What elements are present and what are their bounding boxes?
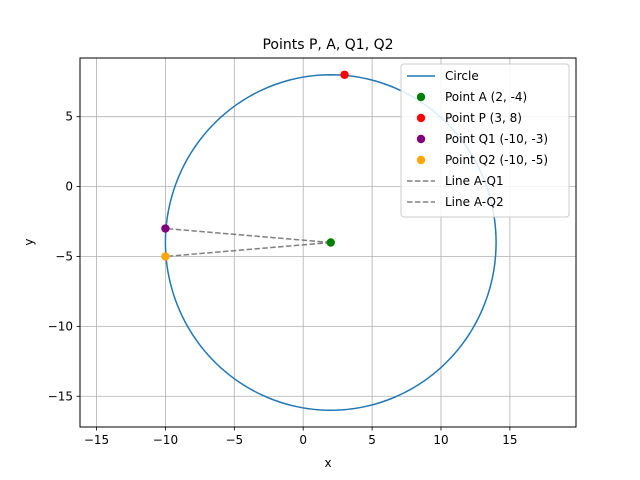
dashed-line-series — [165, 227, 331, 244]
y-tick-label: 5 — [65, 110, 73, 124]
x-tick-label: 5 — [368, 433, 376, 447]
x-tick-label: 15 — [502, 433, 517, 447]
legend-label: Line A-Q1 — [445, 174, 504, 188]
scatter-point — [161, 252, 170, 261]
x-tick-label: 10 — [433, 433, 448, 447]
axis-ticks: −15 −10 −5 0 5 10 15 −15 −10 −5 0 5 — [48, 110, 518, 447]
x-tick-label: −5 — [225, 433, 243, 447]
dashed-line-series — [165, 241, 331, 258]
legend-label: Point Q2 (-10, -5) — [445, 153, 548, 167]
x-axis-title: x — [324, 456, 331, 470]
legend-label: Point P (3, 8) — [445, 111, 522, 125]
y-tick-label: −5 — [55, 249, 73, 263]
x-tick-label: −15 — [84, 433, 109, 447]
scatter-point — [340, 70, 349, 79]
legend-marker-swatch — [416, 155, 426, 165]
y-tick-label: 0 — [65, 180, 73, 194]
y-tick-label: −10 — [48, 319, 73, 333]
x-tick-label: 0 — [299, 433, 307, 447]
legend-marker-swatch — [416, 113, 426, 123]
legend-marker-swatch — [416, 134, 426, 144]
legend-label: Point Q1 (-10, -3) — [445, 132, 548, 146]
legend-label: Circle — [445, 69, 479, 83]
scatter-point — [161, 224, 170, 233]
legend-marker-swatch — [416, 92, 426, 102]
y-axis-title: y — [22, 238, 36, 245]
scatter-point — [326, 238, 335, 247]
plot-frame — [79, 57, 577, 428]
chart-title: Points P, A, Q1, Q2 — [262, 37, 393, 53]
legend-label: Point A (2, -4) — [445, 90, 527, 104]
x-tick-label: −10 — [153, 433, 178, 447]
legend-label: Line A-Q2 — [445, 195, 504, 209]
legend-box — [400, 63, 570, 218]
legend: Circle Point A (2, -4) Point P (3, 8) Point… — [400, 63, 570, 218]
y-tick-label: −15 — [48, 389, 73, 403]
